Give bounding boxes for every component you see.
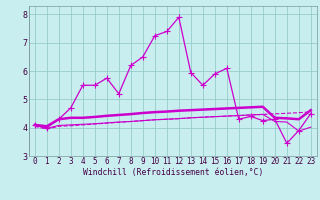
X-axis label: Windchill (Refroidissement éolien,°C): Windchill (Refroidissement éolien,°C) bbox=[83, 168, 263, 177]
